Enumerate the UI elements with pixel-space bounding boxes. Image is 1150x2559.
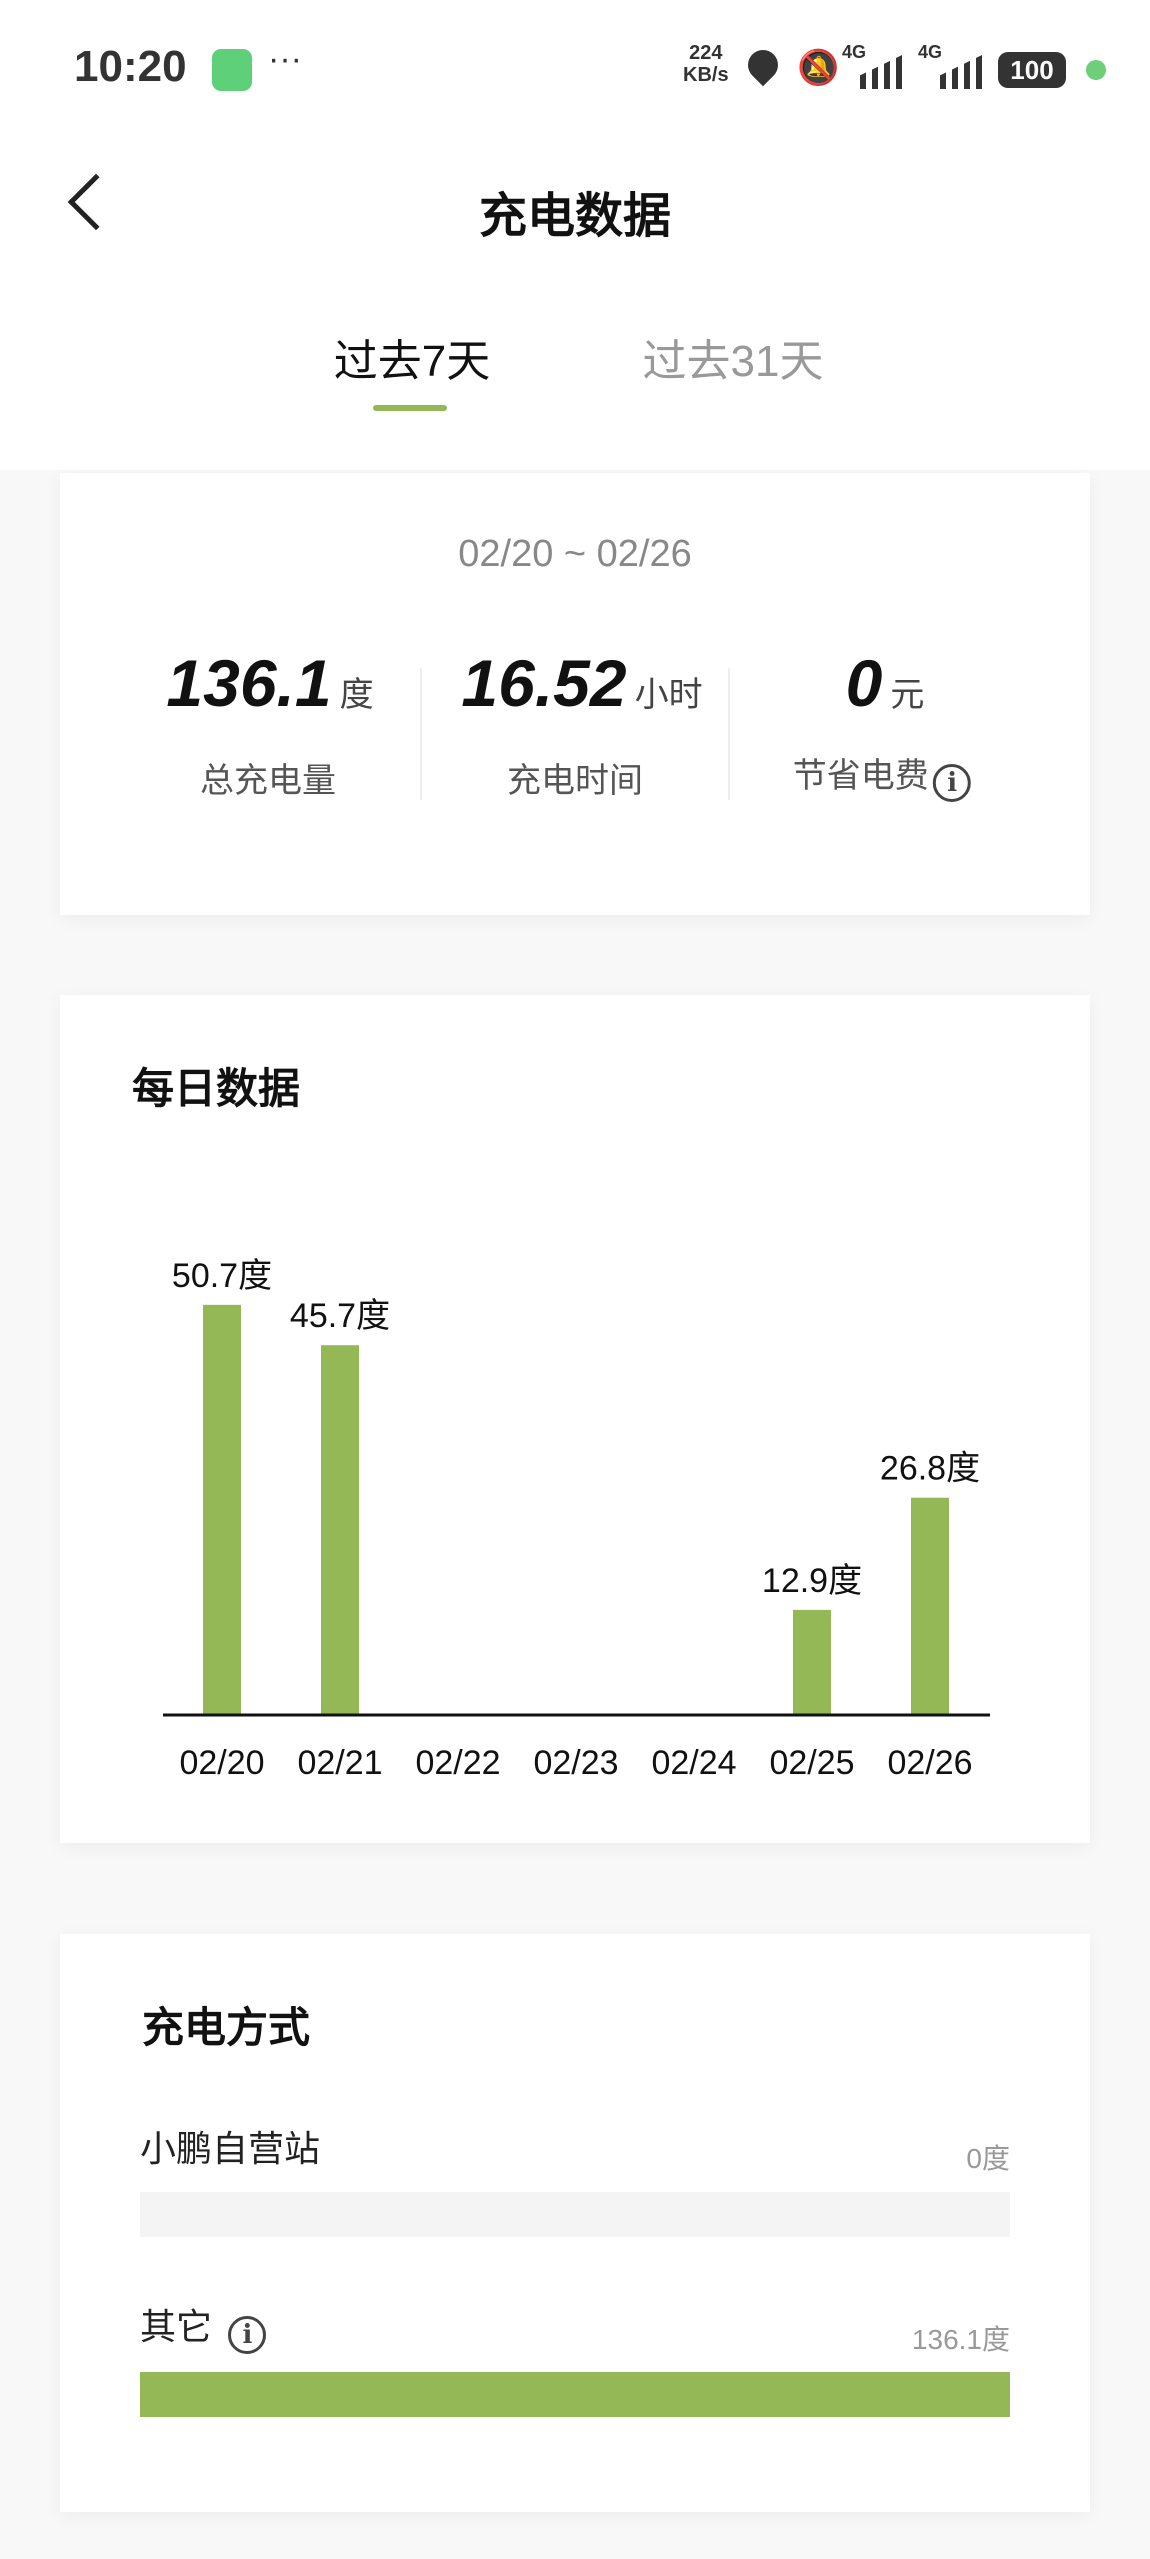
- speed-unit: KB/s: [683, 64, 729, 86]
- bell-muted-icon: 🔕: [797, 49, 840, 87]
- method-bar-other: [140, 2372, 1010, 2417]
- wechat-icon: [212, 49, 252, 91]
- total-energy-value: 136.1: [166, 646, 332, 720]
- network-type-1: 4G: [842, 42, 867, 62]
- x-tick-label: 02/24: [651, 1744, 736, 1782]
- signal-icon: [860, 55, 902, 89]
- total-energy-unit: 度: [339, 676, 374, 714]
- back-button[interactable]: [67, 173, 125, 231]
- battery-icon: 100: [998, 52, 1066, 88]
- bar-02/26: [911, 1497, 949, 1714]
- network-speed: 224 KB/s: [683, 42, 729, 86]
- x-tick-label: 02/23: [533, 1744, 618, 1782]
- savings-value: 0: [845, 646, 883, 720]
- x-tick-label: 02/22: [415, 1744, 500, 1782]
- method-value-other: 136.1度: [911, 2324, 1010, 2355]
- total-energy-label: 总充电量: [200, 762, 336, 800]
- x-tick-label: 02/26: [887, 1744, 972, 1782]
- data-label: 26.8度: [880, 1450, 980, 1488]
- active-tab-indicator: [373, 405, 447, 411]
- signal-icon: [940, 55, 982, 89]
- charge-time-unit: 小时: [634, 676, 703, 714]
- divider: [420, 668, 422, 800]
- savings-unit: 元: [890, 676, 925, 714]
- location-icon: [741, 43, 785, 87]
- tab-past-31-days[interactable]: 过去31天: [642, 337, 824, 386]
- x-tick-label: 02/20: [179, 1744, 264, 1782]
- method-label-other: 其它: [140, 2306, 213, 2347]
- status-bar: 10:20 ··· 224 KB/s 🔕 4G 4G 100: [0, 0, 1150, 140]
- bar-02/20: [203, 1304, 241, 1714]
- methods-title: 充电方式: [142, 2004, 311, 2051]
- bar-02/25: [793, 1609, 831, 1714]
- info-icon[interactable]: i: [933, 763, 972, 802]
- page-title: 充电数据: [478, 190, 672, 243]
- header: 充电数据 过去7天 过去31天: [0, 140, 1150, 470]
- daily-title: 每日数据: [132, 1065, 301, 1112]
- method-value-xpeng: 0度: [966, 2143, 1010, 2174]
- total-energy: 136.1 度: [166, 645, 373, 721]
- data-label: 45.7度: [290, 1297, 390, 1335]
- x-tick-label: 02/21: [297, 1744, 382, 1782]
- speed-value: 224: [689, 42, 723, 64]
- more-notifications: ···: [268, 40, 302, 78]
- network-type-2: 4G: [918, 42, 943, 62]
- method-label-other-row: 其它 i: [140, 2298, 267, 2354]
- date-range: 02/20 ~ 02/26: [458, 533, 692, 575]
- charge-time-value: 16.52: [461, 646, 627, 720]
- savings-label-row: 节省电费 i: [792, 748, 972, 802]
- method-label-xpeng: 小鹏自营站: [140, 2128, 321, 2169]
- method-bar-fill: [140, 2372, 1010, 2417]
- tab-past-7-days[interactable]: 过去7天: [333, 337, 491, 386]
- x-tick-label: 02/25: [769, 1744, 854, 1782]
- data-label: 50.7度: [172, 1257, 272, 1295]
- charge-time-label: 充电时间: [507, 762, 643, 800]
- savings-label: 节省电费: [792, 757, 929, 795]
- summary-card: [60, 473, 1090, 915]
- info-icon[interactable]: i: [228, 2315, 267, 2354]
- active-dot: [1086, 60, 1106, 80]
- charge-time: 16.52 小时: [461, 645, 702, 721]
- data-label: 12.9度: [762, 1562, 862, 1600]
- bar-02/21: [321, 1345, 359, 1714]
- clock: 10:20: [74, 42, 187, 91]
- method-bar-xpeng: [140, 2192, 1010, 2237]
- daily-bar-chart: 50.7度 02/20 45.7度 02/21 02/22 02/23 02/24 12.9度…: [163, 1257, 990, 1782]
- divider: [728, 668, 730, 800]
